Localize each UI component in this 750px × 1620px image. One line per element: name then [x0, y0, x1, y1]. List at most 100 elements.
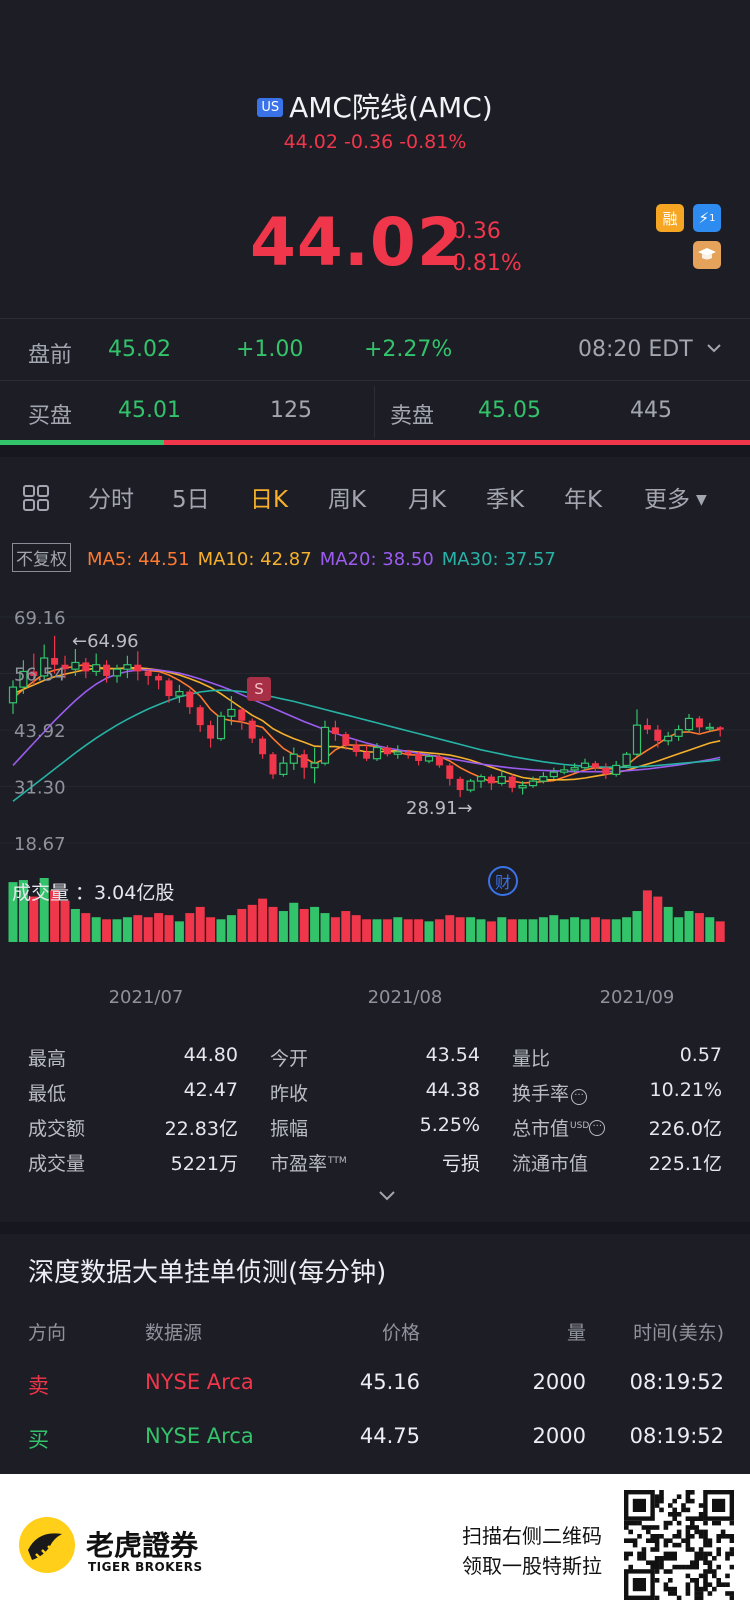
depth-header-time: 时间(美东) [633, 1322, 724, 1344]
flash-order-icon[interactable]: ⚡ 1 [693, 204, 721, 232]
qr-module [654, 1564, 660, 1570]
qr-module [663, 1586, 669, 1592]
qr-module [632, 1542, 638, 1548]
volume-bar [601, 919, 611, 942]
volume-bar [642, 890, 652, 942]
depth-section-title: 深度数据大单挂单侦测(每分钟) [28, 1258, 387, 1288]
qr-module [716, 1582, 721, 1587]
volume-bar [237, 908, 247, 942]
tab-more[interactable]: 更多 ▼ [644, 480, 707, 514]
volume-bar [247, 904, 257, 942]
volume-bar [81, 913, 91, 942]
volume-bar [674, 917, 684, 942]
qr-module [685, 1591, 691, 1596]
stat-label-pe: 市盈率TTM [270, 1149, 347, 1176]
depth-row-price: 45.16 [359, 1370, 420, 1394]
qr-module [725, 1551, 730, 1557]
qr-module [694, 1560, 699, 1565]
tab-daily-k[interactable]: 日K [250, 487, 289, 513]
premarket-label: 盘前 [28, 343, 73, 368]
candle-body [612, 764, 621, 775]
volume-bar [715, 921, 725, 942]
qr-module [654, 1503, 660, 1508]
volume-label: 成交量 ：3.04亿股 [12, 882, 175, 904]
qr-module [663, 1520, 669, 1526]
margin-badge-icon[interactable]: 融 [656, 204, 684, 232]
education-icon[interactable] [693, 241, 721, 269]
qr-code-icon[interactable] [624, 1490, 734, 1600]
expand-chevron-icon[interactable] [378, 1190, 396, 1202]
qr-module [654, 1578, 660, 1583]
volume-bar [466, 917, 476, 942]
qr-module [698, 1534, 704, 1539]
bid-label: 买盘 [28, 404, 73, 429]
tab-intraday[interactable]: 分时 [88, 487, 134, 513]
qr-module [624, 1551, 629, 1557]
tab-weekly-k[interactable]: 周K [328, 487, 367, 513]
adjust-toggle-button[interactable]: 不复权 [12, 543, 71, 572]
qr-module [694, 1564, 699, 1570]
candle-body [103, 664, 111, 676]
qr-module [624, 1520, 629, 1526]
orderbook-divider [374, 386, 375, 438]
candle-body [269, 754, 277, 775]
volume-bar [611, 919, 621, 942]
candle-body [30, 671, 38, 676]
tab-yearly-k[interactable]: 年K [564, 487, 603, 513]
candle-body [71, 661, 80, 670]
qr-module [712, 1586, 717, 1592]
qr-module [654, 1498, 660, 1504]
earnings-event-icon[interactable]: 财 [488, 866, 518, 896]
stat-label-turnover[interactable]: 换手率 ··· [512, 1079, 588, 1106]
volume-bar [258, 898, 268, 942]
volume-bar [694, 913, 704, 942]
tab-monthly-k[interactable]: 月K [408, 487, 447, 513]
stat-label: 总市值 [512, 1118, 570, 1140]
qr-module [712, 1573, 717, 1579]
volume-bar [486, 921, 496, 942]
qr-module [654, 1525, 660, 1530]
tab-quarterly-k[interactable]: 季K [486, 487, 525, 513]
candle-body [216, 715, 226, 740]
qr-module [725, 1591, 730, 1596]
x-axis-label: 2021/09 [600, 987, 675, 1008]
divider [0, 318, 750, 319]
qr-module [698, 1573, 704, 1579]
ask-size: 445 [630, 398, 672, 423]
premarket-time-selector[interactable]: 08:20 EDT [578, 337, 722, 362]
qr-module [698, 1529, 704, 1535]
qr-module [694, 1582, 699, 1587]
stat-value: 22.83亿 [164, 1118, 238, 1140]
flash-sub: 1 [709, 212, 716, 224]
stat-label: 最低 [28, 1083, 67, 1105]
qr-module [707, 1551, 713, 1557]
qr-module [676, 1512, 682, 1517]
candle-body [248, 720, 256, 739]
qr-module [685, 1490, 691, 1495]
candle-body [155, 675, 163, 681]
qr-module [650, 1534, 655, 1539]
y-axis-label: 43.92 [14, 721, 66, 742]
qr-module [720, 1534, 726, 1539]
candle-body [19, 670, 28, 688]
candlestick-chart[interactable]: 69.16 56.54 43.92 31.30 18.67 ←64.96 28.91→ 202… [0, 590, 750, 1010]
qr-module [668, 1520, 673, 1526]
qr-module [659, 1498, 664, 1504]
stat-label-market-cap[interactable]: 总市值USD ··· [512, 1114, 606, 1141]
promo-footer[interactable]: 老虎證券 TIGER BROKERS 扫描右侧二维码 领取一股特斯拉 [0, 1474, 750, 1620]
tab-5day[interactable]: 5日 [172, 487, 210, 513]
qr-module [703, 1569, 708, 1574]
volume-bar [476, 919, 486, 942]
candle-body [61, 664, 69, 670]
volume-bar [310, 906, 320, 942]
qr-module [681, 1507, 686, 1513]
layout-grid-icon[interactable] [22, 484, 50, 512]
stat-label: 最高 [28, 1048, 67, 1070]
qr-module [663, 1556, 669, 1561]
stat-value: 亏损 [441, 1153, 480, 1175]
volume-bar [414, 919, 424, 942]
qr-module [698, 1516, 704, 1521]
qr-module [676, 1595, 682, 1600]
qr-module [676, 1534, 682, 1539]
sell-signal-marker[interactable]: S [247, 677, 271, 701]
